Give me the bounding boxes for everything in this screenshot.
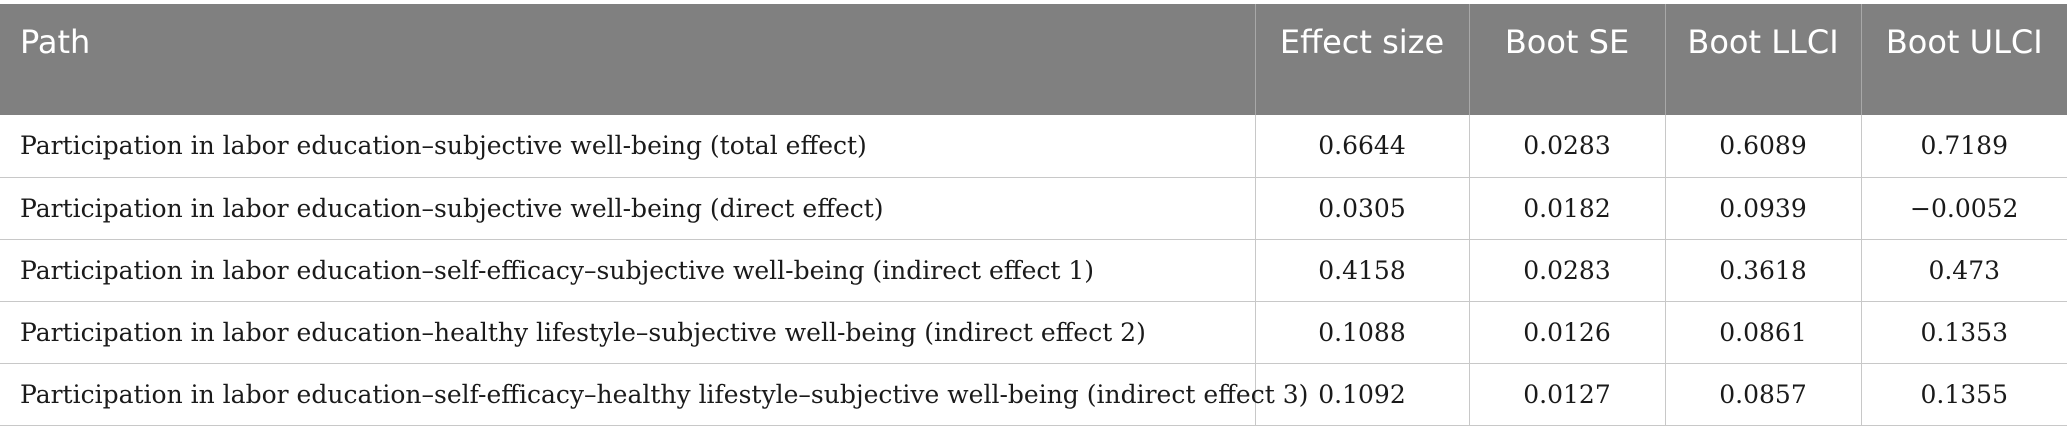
cell-boot-se: 0.0182 bbox=[1469, 177, 1666, 240]
cell-boot-se: 0.0283 bbox=[1469, 239, 1666, 302]
cell-effect-size: 0.1088 bbox=[1255, 301, 1470, 364]
mediation-effects-table: Path Effect size Boot SE Boot LLCI Boot … bbox=[0, 4, 2067, 426]
header-boot-ulci: Boot ULCI bbox=[1861, 4, 2067, 115]
cell-path: Participation in labor education–self-ef… bbox=[0, 239, 1256, 302]
cell-path: Participation in labor education–self-ef… bbox=[0, 363, 1308, 426]
cell-boot-llci: 0.0857 bbox=[1665, 363, 1862, 426]
cell-boot-llci: 0.6089 bbox=[1665, 115, 1862, 178]
cell-boot-ulci: 0.1355 bbox=[1861, 363, 2067, 426]
cell-boot-se: 0.0283 bbox=[1469, 115, 1666, 178]
table-body: Participation in labor education–subject… bbox=[0, 115, 2067, 426]
table-row: Participation in labor education–healthy… bbox=[0, 301, 2067, 364]
header-boot-se: Boot SE bbox=[1469, 4, 1666, 115]
cell-path: Participation in labor education–subject… bbox=[0, 115, 1256, 178]
table-row: Participation in labor education–self-ef… bbox=[0, 239, 2067, 302]
cell-effect-size: 0.1092 bbox=[1255, 363, 1470, 426]
table-row: Participation in labor education–subject… bbox=[0, 177, 2067, 240]
cell-boot-llci: 0.3618 bbox=[1665, 239, 1862, 302]
header-path: Path bbox=[0, 4, 1256, 115]
header-effect-size: Effect size bbox=[1255, 4, 1470, 115]
cell-boot-se: 0.0127 bbox=[1469, 363, 1666, 426]
cell-boot-ulci: 0.473 bbox=[1861, 239, 2067, 302]
cell-boot-se: 0.0126 bbox=[1469, 301, 1666, 364]
cell-effect-size: 0.6644 bbox=[1255, 115, 1470, 178]
mediation-effects-table-container: Path Effect size Boot SE Boot LLCI Boot … bbox=[0, 4, 2067, 426]
table-row: Participation in labor education–self-ef… bbox=[0, 363, 2067, 426]
header-boot-llci: Boot LLCI bbox=[1665, 4, 1862, 115]
cell-effect-size: 0.4158 bbox=[1255, 239, 1470, 302]
cell-boot-llci: 0.0861 bbox=[1665, 301, 1862, 364]
table-header: Path Effect size Boot SE Boot LLCI Boot … bbox=[0, 4, 2067, 115]
cell-path: Participation in labor education–subject… bbox=[0, 177, 1256, 240]
cell-boot-llci: 0.0939 bbox=[1665, 177, 1862, 240]
cell-effect-size: 0.0305 bbox=[1255, 177, 1470, 240]
header-row: Path Effect size Boot SE Boot LLCI Boot … bbox=[0, 4, 2067, 115]
cell-path: Participation in labor education–healthy… bbox=[0, 301, 1256, 364]
cell-boot-ulci: 0.7189 bbox=[1861, 115, 2067, 178]
cell-boot-ulci: −0.0052 bbox=[1861, 177, 2067, 240]
table-row: Participation in labor education–subject… bbox=[0, 115, 2067, 178]
cell-boot-ulci: 0.1353 bbox=[1861, 301, 2067, 364]
